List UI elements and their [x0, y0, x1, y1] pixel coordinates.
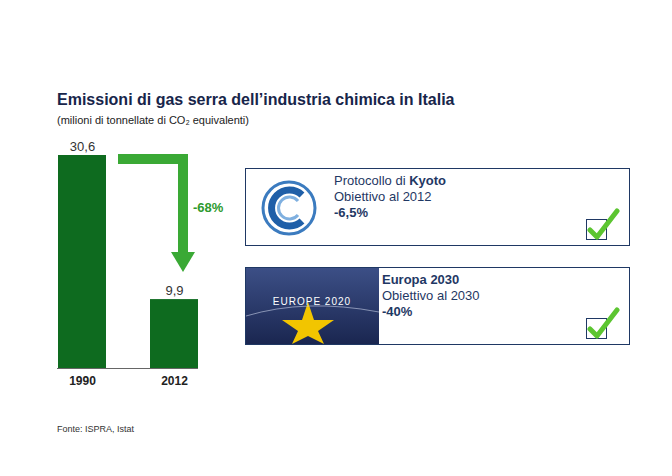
html-text:Obiettivo al 2030: Obiettivo al 2030 [382, 288, 480, 303]
html-text:-6,5%: -6,5% [334, 205, 368, 220]
html-text:Emissioni di gas serra dell’in: Emissioni di gas serra dell’industria ch… [57, 91, 455, 108]
svg-text:EUROPE 2020: EUROPE 2020 [273, 296, 351, 307]
html-text:(milioni di tonnellate di CO₂: (milioni di tonnellate di CO₂ equivalent… [57, 114, 249, 126]
svg-text:1990: 1990 [69, 374, 96, 388]
svg-text:9,9: 9,9 [165, 283, 183, 298]
html-text:-40%: -40% [382, 304, 413, 319]
svg-text:2012: 2012 [161, 374, 188, 388]
svg-text:30,6: 30,6 [70, 139, 95, 154]
html-text:Obiettivo al 2012: Obiettivo al 2012 [334, 189, 432, 204]
html-text:Protocollo di Kyoto: Protocollo di Kyoto [334, 173, 446, 188]
svg-text:-68%: -68% [193, 200, 224, 215]
html-text:Europa 2030: Europa 2030 [382, 272, 460, 287]
html-text:Fonte: ISPRA, Istat: Fonte: ISPRA, Istat [57, 424, 134, 434]
